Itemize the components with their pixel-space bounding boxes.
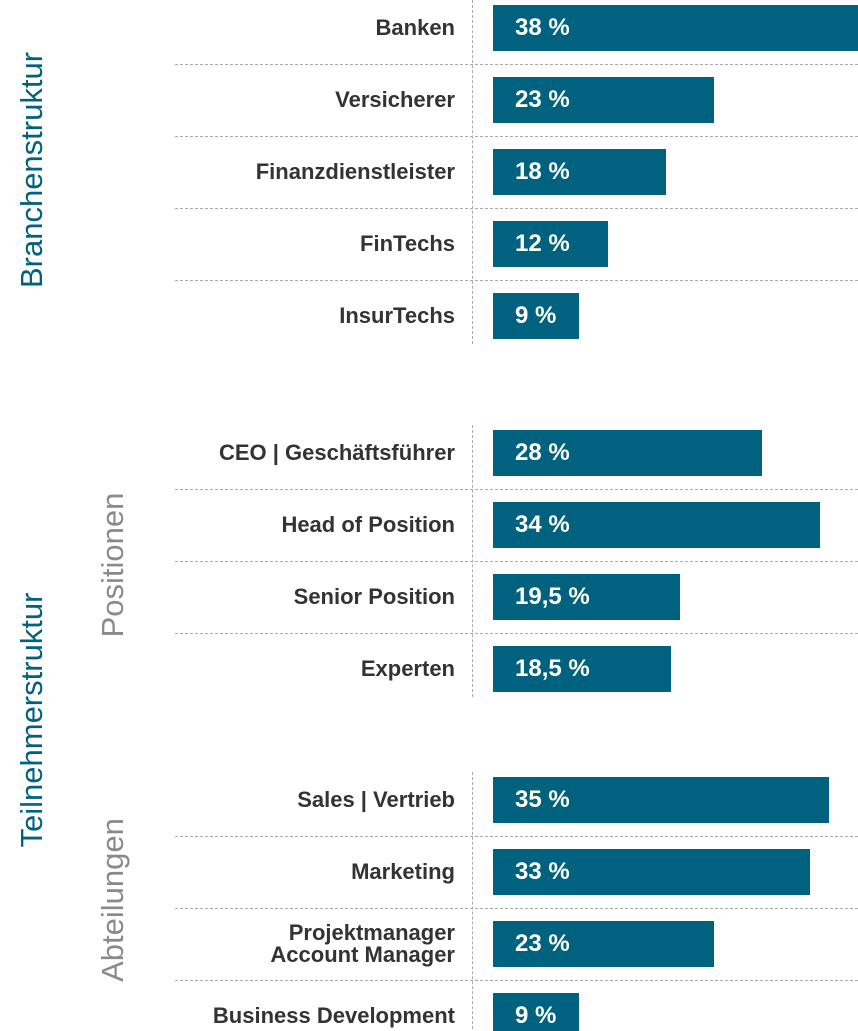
value-label: 38 % bbox=[515, 14, 570, 41]
value-label: 9 % bbox=[515, 302, 557, 329]
bar bbox=[493, 777, 830, 823]
group-title: Teilnehmerstruktur bbox=[14, 592, 49, 848]
bar bbox=[493, 77, 714, 123]
category-label: Banken bbox=[375, 15, 455, 40]
separator bbox=[175, 280, 858, 281]
bar bbox=[493, 149, 666, 195]
separator bbox=[175, 908, 858, 909]
bar bbox=[493, 221, 609, 267]
bar bbox=[493, 5, 858, 51]
bar bbox=[493, 502, 820, 548]
axis-line bbox=[472, 0, 473, 344]
bar bbox=[493, 574, 681, 620]
category-label: FinTechs bbox=[360, 231, 455, 256]
category-label: CEO | Geschäftsführer bbox=[219, 440, 455, 465]
category-label: Business Development bbox=[212, 1003, 455, 1028]
bar bbox=[493, 921, 714, 967]
value-label: 19,5 % bbox=[515, 583, 590, 610]
separator bbox=[175, 980, 858, 981]
value-label: 34 % bbox=[515, 511, 570, 538]
separator bbox=[175, 64, 858, 65]
separator bbox=[175, 208, 858, 209]
bar bbox=[493, 646, 671, 692]
axis-line bbox=[472, 772, 473, 1031]
category-label: Versicherer bbox=[335, 87, 455, 112]
chart-title: Positionen bbox=[95, 492, 130, 638]
category-label: InsurTechs bbox=[339, 303, 455, 328]
value-label: 23 % bbox=[515, 930, 570, 957]
category-label: Marketing bbox=[351, 859, 455, 884]
separator bbox=[175, 489, 858, 490]
value-label: 23 % bbox=[515, 86, 570, 113]
category-label: Senior Position bbox=[293, 584, 455, 609]
bar bbox=[493, 293, 580, 339]
bar bbox=[493, 430, 762, 476]
value-label: 18 % bbox=[515, 158, 570, 185]
chart-title: Branchenstruktur bbox=[14, 51, 49, 289]
category-label: Head of Position bbox=[281, 512, 455, 537]
category-label: Sales | Vertrieb bbox=[297, 787, 455, 812]
value-label: 12 % bbox=[515, 230, 570, 257]
bar bbox=[493, 849, 810, 895]
category-label: Projektmanager Account Manager bbox=[270, 920, 455, 967]
value-label: 33 % bbox=[515, 858, 570, 885]
category-label: Finanzdienstleister bbox=[255, 159, 455, 184]
separator bbox=[175, 561, 858, 562]
chart-title: Abteilungen bbox=[95, 818, 130, 982]
bar bbox=[493, 993, 580, 1031]
value-label: 35 % bbox=[515, 786, 570, 813]
separator bbox=[175, 633, 858, 634]
value-label: 9 % bbox=[515, 1002, 557, 1029]
value-label: 18,5 % bbox=[515, 655, 590, 682]
separator bbox=[175, 136, 858, 137]
category-label: Experten bbox=[360, 656, 455, 681]
value-label: 28 % bbox=[515, 439, 570, 466]
separator bbox=[175, 836, 858, 837]
